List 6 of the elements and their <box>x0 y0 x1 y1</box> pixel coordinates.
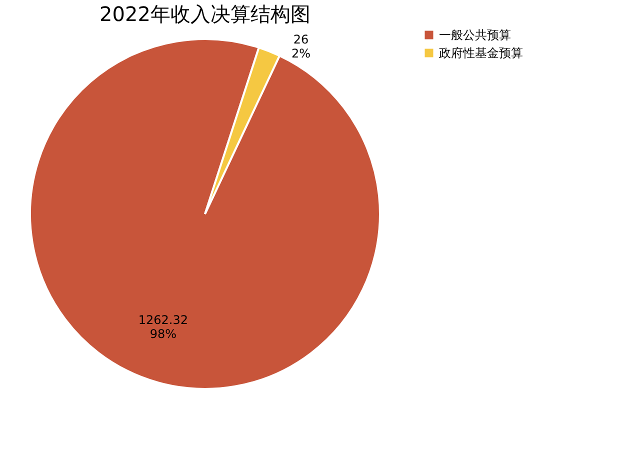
legend-label: 一般公共预算 <box>439 28 511 42</box>
legend-label: 政府性基金预算 <box>439 46 523 60</box>
pie-slice <box>204 46 281 215</box>
data-label: 1262.32 98% <box>138 312 188 341</box>
data-label: 26 2% <box>291 32 311 61</box>
chart-title: 2022年收入决算结构图 <box>100 2 310 26</box>
